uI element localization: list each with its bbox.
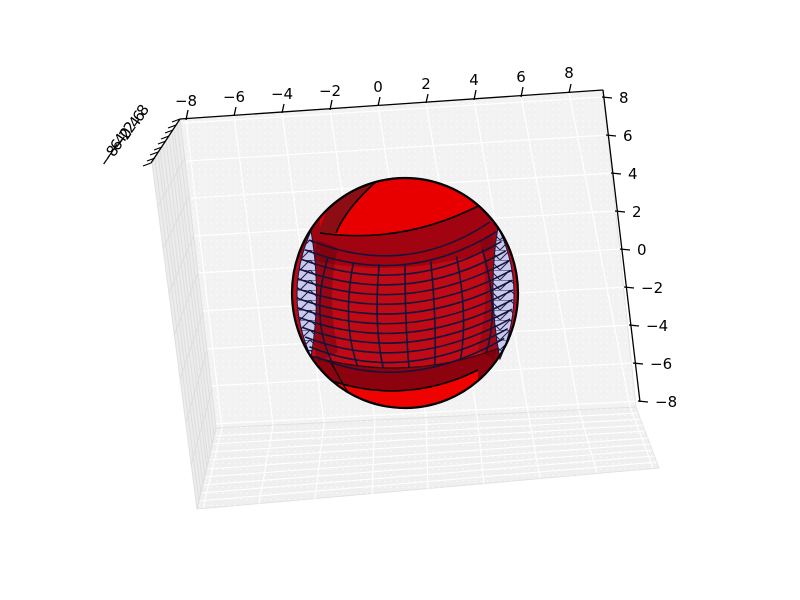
x-tick-label: −8 (175, 92, 197, 110)
sphere-top-cap (320, 178, 484, 236)
x-tick-label: 8 (564, 64, 574, 82)
x-tick-label: 4 (469, 71, 479, 89)
z-tick-label: −8 (655, 393, 677, 411)
sphere-outline (290, 176, 520, 410)
x-axis-ticks (185, 83, 572, 121)
x-tick-label: 6 (516, 68, 526, 86)
wireframe-grid-lines (296, 221, 514, 374)
z-axis-line (602, 89, 641, 403)
z-tick-label: 6 (623, 127, 633, 145)
x-tick-label: −2 (319, 82, 341, 100)
x-tick-label: 0 (373, 78, 383, 96)
x-tick-label: −4 (271, 85, 293, 103)
x-axis: −8 −6 −4 −2 0 2 4 6 8 (175, 64, 604, 121)
z-tick-label: 8 (619, 89, 629, 107)
y-tick-labels-overlapping: 8 6 4 2 0 −2 −4 −6 −8 (95, 101, 153, 170)
pane-floor (196, 406, 660, 510)
x-tick-label: −6 (223, 88, 245, 106)
x-axis-line (179, 89, 604, 120)
z-tick-label: −6 (650, 355, 672, 373)
z-tick-labels: 8 6 4 2 0 −2 −4 −6 −8 (619, 89, 677, 411)
z-tick-label: 2 (632, 203, 642, 221)
y-axis-ticks (142, 118, 181, 167)
z-tick-label: 4 (628, 165, 638, 183)
blue-wireframe-sphere (296, 221, 515, 374)
sphere-lower-band (298, 343, 512, 408)
z-tick-label: −4 (646, 317, 668, 335)
x-tick-label: 2 (421, 75, 431, 93)
z-axis-ticks (601, 96, 649, 403)
left-wall-grid (151, 118, 217, 510)
pane-left-wall (151, 117, 217, 510)
z-axis: 8 6 4 2 0 −2 −4 −6 −8 (601, 89, 677, 411)
z-tick-label: 0 (637, 241, 647, 259)
z-tick-label: −2 (641, 279, 663, 297)
x-tick-labels: −8 −6 −4 −2 0 2 4 6 8 (175, 64, 574, 110)
